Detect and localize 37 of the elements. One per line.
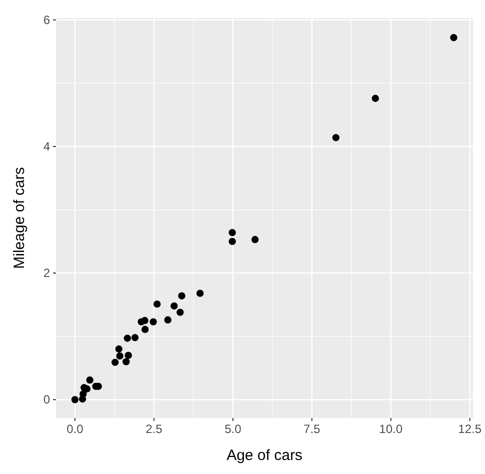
x-tick-label: 5.0: [224, 422, 242, 436]
point: [150, 318, 157, 326]
y-tick-label: 2: [43, 266, 50, 280]
x-tick-label: 2.5: [146, 422, 163, 436]
point: [78, 395, 86, 403]
point: [141, 326, 149, 333]
point: [141, 316, 148, 324]
point: [124, 352, 132, 359]
point: [178, 292, 186, 300]
x-tick-label: 12.5: [458, 422, 482, 436]
point: [251, 236, 259, 244]
point: [332, 134, 340, 142]
point: [372, 94, 379, 102]
point: [196, 290, 204, 297]
point: [116, 352, 124, 360]
y-tick-label: 6: [43, 12, 50, 27]
point: [111, 358, 119, 366]
x-tick-label: 0.0: [66, 422, 84, 436]
point: [124, 334, 131, 342]
point: [122, 358, 130, 366]
point: [164, 316, 172, 324]
point: [170, 302, 178, 310]
y-axis-title: Mileage of cars: [11, 167, 28, 269]
point: [228, 238, 236, 246]
point: [153, 300, 161, 308]
point: [450, 34, 458, 42]
y-tick-label: 4: [43, 139, 50, 154]
point: [131, 334, 139, 342]
point: [228, 228, 236, 236]
x-tick-label: 10.0: [379, 422, 403, 436]
point: [176, 308, 184, 316]
point: [86, 376, 94, 384]
x-axis-title: Age of cars: [226, 447, 302, 464]
point: [115, 345, 122, 353]
point: [71, 396, 79, 404]
y-tick-label: 0: [43, 392, 50, 407]
x-tick-label: 7.5: [304, 422, 321, 436]
